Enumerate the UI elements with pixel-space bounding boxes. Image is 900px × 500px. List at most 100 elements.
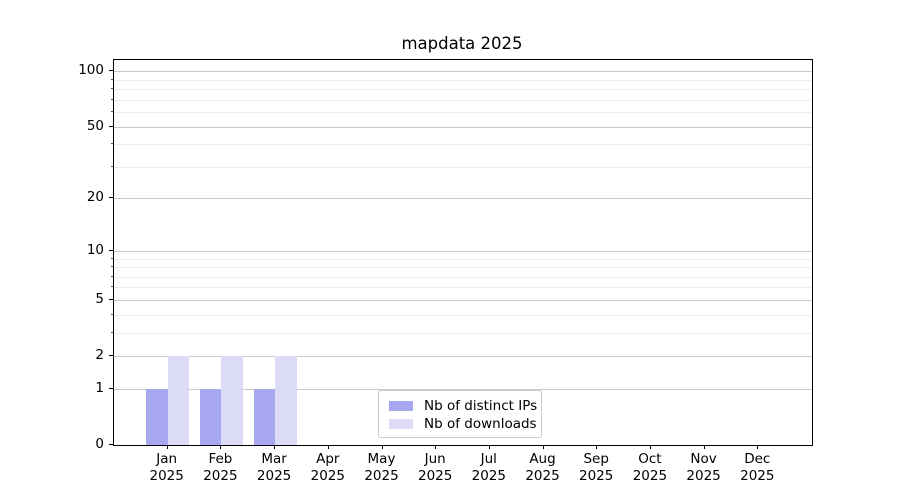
gridline-minor (114, 267, 812, 268)
x-tick-year: 2025 (256, 468, 292, 484)
chart-title: mapdata 2025 (401, 34, 523, 53)
x-tick-month: Jul (480, 451, 497, 467)
y-tick-mark-minor (111, 266, 113, 267)
gridline-minor (114, 99, 812, 101)
y-tick-mark (109, 70, 113, 72)
x-tick-label: Feb 2025 (188, 451, 252, 485)
x-tick-label: May 2025 (350, 451, 414, 485)
gridline-minor (114, 314, 812, 316)
legend-swatch-downloads (389, 419, 413, 429)
y-tick-label: 0 (95, 436, 104, 452)
x-tick-year: 2025 (364, 468, 399, 484)
y-tick-mark (109, 197, 113, 199)
gridline-minor (114, 287, 812, 289)
x-tick-mark (166, 445, 168, 449)
x-tick-month: May (367, 451, 396, 467)
x-tick-year: 2025 (149, 468, 184, 484)
gridline-minor (114, 112, 812, 114)
y-tick-label: 1 (95, 379, 104, 396)
gridline-minor (114, 144, 812, 146)
y-tick-label: 2 (95, 347, 104, 363)
x-tick-label: Jul 2025 (457, 451, 521, 485)
gridline-minor (114, 332, 812, 334)
bar-distinct-ips (253, 388, 276, 445)
x-tick-year: 2025 (525, 468, 560, 484)
legend-label-downloads: Nb of downloads (424, 416, 537, 432)
bar-distinct-ips (146, 388, 168, 445)
y-tick-mark-minor (111, 257, 113, 259)
y-tick-mark-minor (111, 78, 113, 80)
gridline-minor (114, 166, 812, 168)
x-tick-year: 2025 (310, 468, 345, 484)
y-tick-mark-minor (111, 165, 113, 167)
gridline-minor (114, 89, 812, 91)
x-tick-mark (703, 445, 705, 449)
legend-label-distinct-ips: Nb of distinct IPs (424, 398, 538, 414)
bar-downloads (167, 356, 190, 445)
x-tick-year: 2025 (740, 468, 775, 484)
y-tick-mark-minor (111, 286, 113, 288)
x-tick-mark (542, 445, 544, 449)
legend-item-distinct-ips: Nb of distinct IPs (389, 397, 541, 415)
y-tick-label: 20 (86, 189, 104, 206)
y-tick-mark-minor (111, 143, 113, 145)
x-tick-mark (327, 445, 329, 449)
x-tick-month: Feb (208, 451, 233, 467)
y-tick-label: 10 (86, 241, 104, 258)
gridline-major (114, 198, 812, 200)
gridline-minor (114, 258, 812, 260)
x-tick-year: 2025 (203, 468, 238, 484)
x-tick-mark (757, 445, 759, 449)
y-tick-mark-minor (111, 111, 113, 113)
y-tick-mark-minor (111, 275, 113, 277)
y-tick-mark (109, 387, 113, 389)
x-tick-label: Dec 2025 (725, 451, 789, 485)
x-tick-month: Sep (583, 451, 609, 467)
x-tick-mark (435, 445, 437, 449)
y-tick-mark (109, 355, 113, 356)
x-tick-month: Jan (156, 451, 178, 467)
x-tick-label: Jan 2025 (135, 451, 199, 485)
y-tick-label: 5 (95, 290, 104, 307)
y-tick-mark-minor (111, 88, 113, 90)
x-tick-year: 2025 (418, 468, 453, 484)
gridline-minor (114, 276, 812, 278)
gridline-major (114, 250, 812, 252)
gridline-major (114, 71, 812, 73)
y-tick-mark-minor (111, 98, 113, 100)
bar-distinct-ips (199, 388, 222, 445)
x-tick-year: 2025 (632, 468, 668, 484)
x-tick-month: Aug (529, 451, 556, 467)
x-tick-month: Nov (690, 451, 717, 467)
x-tick-month: Mar (261, 451, 287, 467)
x-tick-label: Nov 2025 (672, 451, 736, 485)
x-tick-year: 2025 (686, 468, 721, 484)
gridline-major (114, 356, 812, 357)
x-tick-label: Aug 2025 (511, 451, 575, 485)
bar-downloads (275, 356, 297, 445)
legend: Nb of distinct IPs Nb of downloads (378, 390, 542, 438)
y-tick-mark-minor (111, 313, 113, 315)
x-tick-month: Dec (744, 451, 771, 467)
x-tick-mark (381, 445, 383, 449)
legend-swatch-distinct-ips (389, 401, 413, 411)
y-tick-mark (109, 298, 113, 300)
x-tick-label: Apr 2025 (296, 451, 360, 485)
x-tick-month: Oct (638, 451, 662, 467)
x-tick-label: Sep 2025 (564, 451, 628, 485)
y-tick-mark (109, 444, 113, 445)
x-tick-label: Mar 2025 (242, 451, 306, 485)
x-tick-year: 2025 (579, 468, 614, 484)
x-tick-mark (220, 445, 222, 449)
gridline-major (114, 388, 812, 390)
x-tick-mark (488, 445, 490, 449)
x-tick-month: Jun (424, 451, 446, 467)
x-tick-mark (274, 445, 276, 449)
plot-area (113, 59, 813, 446)
gridline-major (114, 299, 812, 301)
x-tick-year: 2025 (471, 468, 506, 484)
y-tick-mark (109, 249, 113, 251)
gridline-minor (114, 79, 812, 81)
legend-item-downloads: Nb of downloads (389, 415, 541, 433)
